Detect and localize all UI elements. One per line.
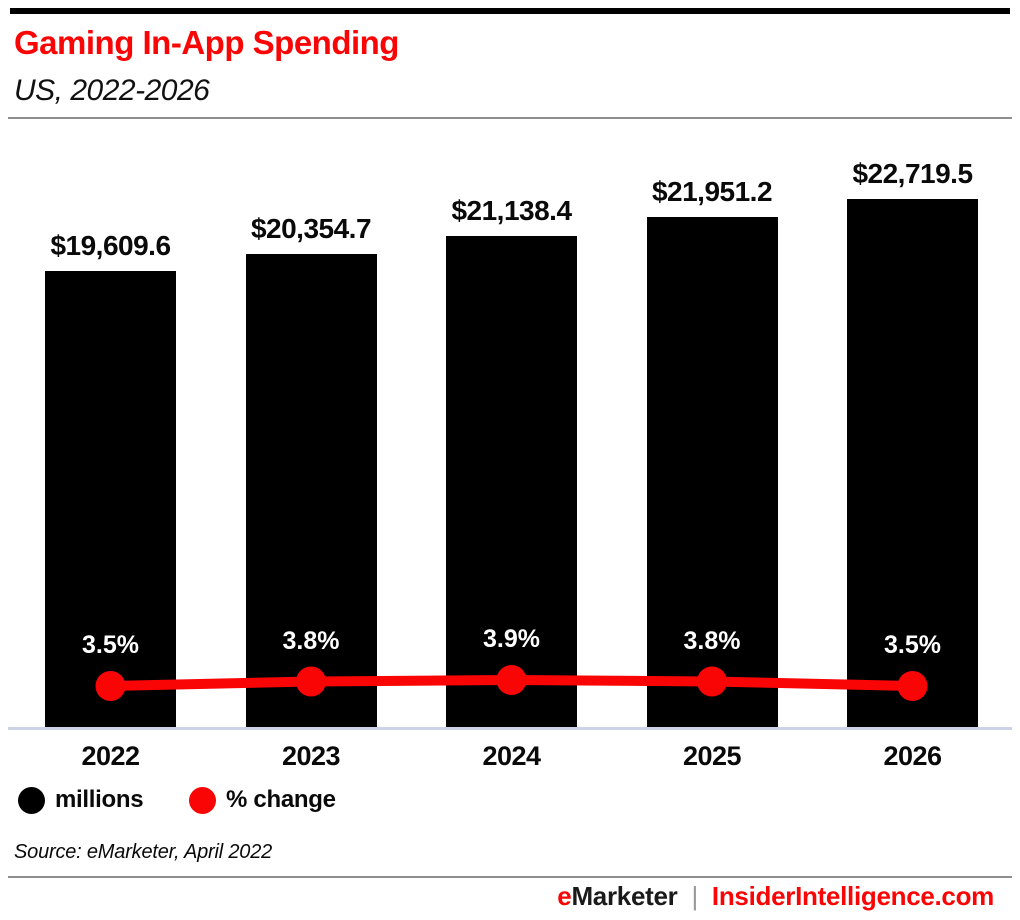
legend-item-pct-change: % change	[189, 786, 336, 814]
pct-change-label-2022: 3.5%	[82, 631, 139, 659]
footer-divider	[8, 876, 1012, 878]
legend-label-pct-change: % change	[226, 786, 336, 813]
chart-title: Gaming In-App Spending	[14, 24, 399, 61]
millions-swatch-icon	[18, 786, 45, 814]
footer-site-link[interactable]: InsiderIntelligence.com	[711, 881, 994, 911]
top-rule	[10, 8, 1010, 14]
bar-value-label-2023: $20,354.7	[250, 213, 372, 244]
pct-change-label-2025: 3.8%	[683, 626, 741, 655]
pct-change-label-2026: 3.5%	[884, 631, 941, 659]
bar-2025	[646, 217, 778, 727]
footer-brand: eMarketer	[557, 881, 677, 912]
bar-2026	[847, 199, 978, 727]
x-axis-label-2026: 2026	[883, 741, 942, 771]
x-axis-baseline	[8, 727, 1012, 730]
legend-item-millions: millions	[18, 786, 144, 814]
bar-value-label-2024: $21,138.4	[451, 195, 572, 226]
header-divider	[8, 117, 1012, 119]
pct-change-swatch-icon	[189, 786, 216, 814]
bar-value-label-2025: $21,951.2	[651, 176, 773, 207]
chart-subtitle: US, 2022-2026	[14, 74, 210, 107]
bar-value-label-2022: $19,609.6	[50, 230, 171, 261]
legend-label-millions: millions	[55, 786, 144, 813]
footer-brand-e: e	[557, 881, 572, 911]
pct-change-label-2024: 3.9%	[483, 625, 540, 653]
bar-2024	[446, 236, 577, 727]
x-axis-label-2025: 2025	[682, 741, 742, 771]
legend: millions % change	[0, 786, 1020, 818]
x-axis-label-2023: 2023	[281, 741, 341, 771]
x-axis-label-2022: 2022	[81, 741, 140, 771]
bar-2022	[45, 271, 176, 727]
footer: eMarketer | InsiderIntelligence.com	[557, 881, 994, 912]
footer-separator: |	[691, 881, 698, 911]
x-axis-label-2024: 2024	[482, 741, 541, 771]
bar-value-label-2026: $22,719.5	[852, 158, 973, 189]
bar-2023	[245, 254, 377, 727]
pct-change-label-2023: 3.8%	[282, 626, 340, 655]
source-note: Source: eMarketer, April 2022	[14, 841, 273, 863]
footer-brand-rest: Marketer	[571, 881, 678, 911]
